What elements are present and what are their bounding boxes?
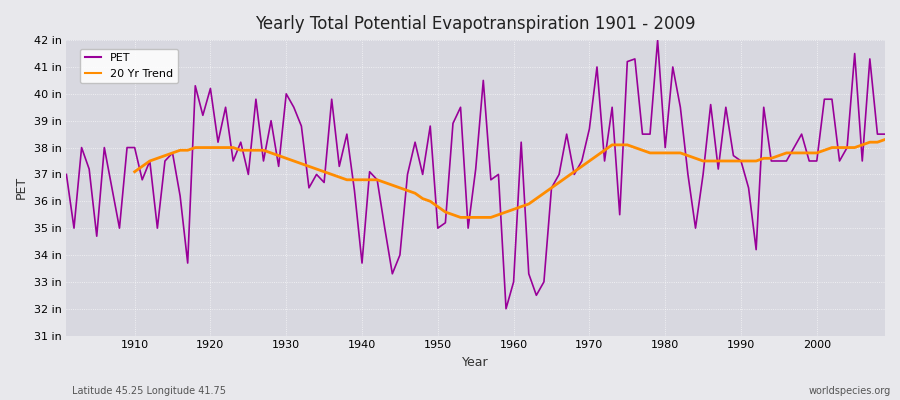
X-axis label: Year: Year: [463, 356, 489, 369]
Text: worldspecies.org: worldspecies.org: [809, 386, 891, 396]
Legend: PET, 20 Yr Trend: PET, 20 Yr Trend: [80, 49, 177, 83]
Title: Yearly Total Potential Evapotranspiration 1901 - 2009: Yearly Total Potential Evapotranspiratio…: [256, 15, 696, 33]
Text: Latitude 45.25 Longitude 41.75: Latitude 45.25 Longitude 41.75: [72, 386, 226, 396]
Y-axis label: PET: PET: [15, 176, 28, 200]
